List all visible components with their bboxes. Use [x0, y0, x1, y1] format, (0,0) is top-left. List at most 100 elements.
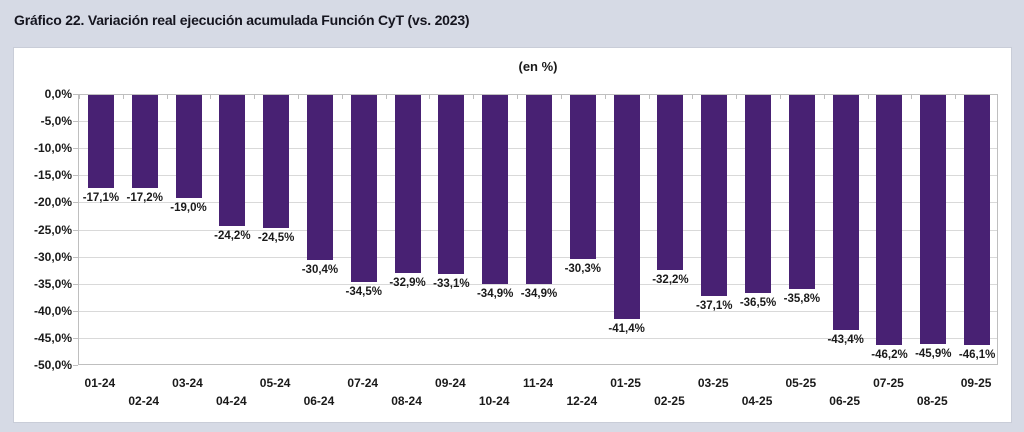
bar [219, 95, 246, 227]
x-tick-label: 04-24 [215, 394, 247, 408]
y-tick-label: -40,0% [33, 303, 72, 318]
x-axis-tick [955, 95, 956, 99]
y-tick-label: 0,0% [44, 87, 72, 101]
bar-value-label: -30,4% [301, 263, 339, 276]
bar [438, 95, 465, 275]
x-axis-tick [429, 95, 430, 99]
bar [657, 95, 684, 270]
y-axis-tick [73, 175, 78, 177]
bar-value-label: -33,1% [433, 278, 470, 291]
bar-value-label: -19,0% [170, 201, 207, 214]
bar [964, 95, 991, 345]
y-axis-tick [73, 256, 78, 258]
bar [175, 95, 202, 198]
bar-value-label: -17,2% [126, 192, 163, 205]
x-tick-label: 12-24 [566, 394, 598, 408]
x-tick-label: 02-25 [654, 394, 685, 408]
bar-value-label: -30,3% [564, 263, 602, 276]
x-tick-label: 07-24 [347, 376, 379, 390]
y-axis-tick [73, 310, 78, 312]
y-tick-label: -5,0% [40, 114, 72, 129]
bar-value-label: -43,4% [827, 334, 864, 347]
x-tick-label: 11-24 [522, 376, 554, 390]
y-axis-tick [73, 121, 78, 123]
bar-value-label: -46,2% [871, 349, 908, 362]
bar-value-label: -34,5% [345, 285, 382, 298]
x-tick-label: 09-25 [960, 376, 992, 390]
x-axis-tick [517, 95, 518, 99]
x-axis-tick [824, 95, 825, 99]
bar-value-label: -37,1% [696, 300, 733, 313]
x-tick-label: 04-25 [741, 394, 773, 408]
bar [920, 95, 947, 344]
y-tick-label: -45,0% [33, 330, 72, 345]
bar [788, 95, 815, 290]
y-axis-tick [73, 148, 78, 150]
x-axis-tick [780, 95, 781, 99]
gridline [79, 283, 997, 285]
x-tick-label: 09-24 [435, 376, 466, 390]
y-axis-tick [73, 365, 78, 366]
x-tick-label: 01-24 [84, 376, 116, 390]
gridline [79, 337, 997, 339]
x-tick-label: 05-25 [785, 376, 817, 390]
x-axis-tick [167, 95, 168, 99]
x-tick-label: 07-25 [873, 376, 904, 390]
x-tick-label: 08-25 [916, 394, 948, 408]
x-axis-tick [561, 95, 562, 99]
y-tick-label: -30,0% [33, 249, 72, 264]
x-axis-tick [210, 95, 211, 99]
bar [306, 95, 333, 260]
x-axis-tick [997, 95, 998, 99]
bar [745, 95, 772, 293]
x-axis-tick [736, 95, 737, 99]
plot-area: -17,1% -17,2% -19,0% -24,2% -24,5% -30,4% -34,… [78, 94, 998, 365]
bar [526, 95, 552, 285]
bar-value-label: -24,5% [257, 231, 295, 244]
chart-panel: (en %) -17,1% -17,2% -19,0% -24,2% -24,5% -30… [13, 47, 1012, 423]
bar [131, 95, 158, 189]
bar [569, 95, 596, 260]
x-axis-tick [911, 95, 912, 99]
bar-value-label: -34,9% [476, 288, 514, 301]
x-tick-label: 10-24 [478, 394, 510, 408]
x-axis-tick [692, 95, 693, 99]
y-axis-tick [73, 229, 78, 231]
x-axis-tick [79, 95, 80, 99]
x-tick-label: 02-24 [128, 394, 160, 408]
page-title: Gráfico 22. Variación real ejecución acu… [14, 12, 470, 28]
y-axis-tick [73, 94, 78, 95]
y-axis-tick [73, 337, 78, 339]
bar-value-label: -32,2% [652, 273, 689, 286]
x-tick-label: 06-24 [303, 394, 335, 408]
x-axis-tick [386, 95, 387, 99]
bar [263, 95, 290, 228]
y-axis-tick [73, 202, 78, 204]
y-tick-label: -15,0% [33, 168, 72, 183]
gridline [79, 310, 997, 312]
bar-value-label: -36,5% [739, 296, 777, 309]
x-axis-tick [605, 95, 606, 99]
x-axis-tick [342, 95, 343, 99]
bar-value-label: -45,9% [915, 347, 952, 360]
bar-value-label: -35,8% [783, 293, 821, 306]
x-axis-tick [868, 95, 869, 99]
x-axis-tick [123, 95, 124, 99]
y-tick-label: -25,0% [33, 222, 72, 237]
y-tick-label: -50,0% [33, 358, 72, 372]
y-tick-label: -10,0% [33, 141, 72, 156]
bar [394, 95, 421, 274]
bar-value-label: -17,1% [82, 191, 120, 204]
x-tick-label: 03-25 [697, 376, 729, 390]
x-axis-tick [254, 95, 255, 99]
y-tick-label: -20,0% [33, 195, 72, 210]
x-tick-label: 05-24 [259, 376, 291, 390]
chart-subtitle: (en %) [518, 59, 558, 74]
bar-value-label: -34,9% [520, 288, 558, 301]
y-tick-label: -35,0% [33, 276, 72, 291]
x-axis-tick [649, 95, 650, 99]
y-axis-tick [73, 283, 78, 285]
x-tick-label: 01-25 [610, 376, 641, 390]
bar [482, 95, 509, 285]
x-tick-label: 06-25 [829, 394, 860, 408]
